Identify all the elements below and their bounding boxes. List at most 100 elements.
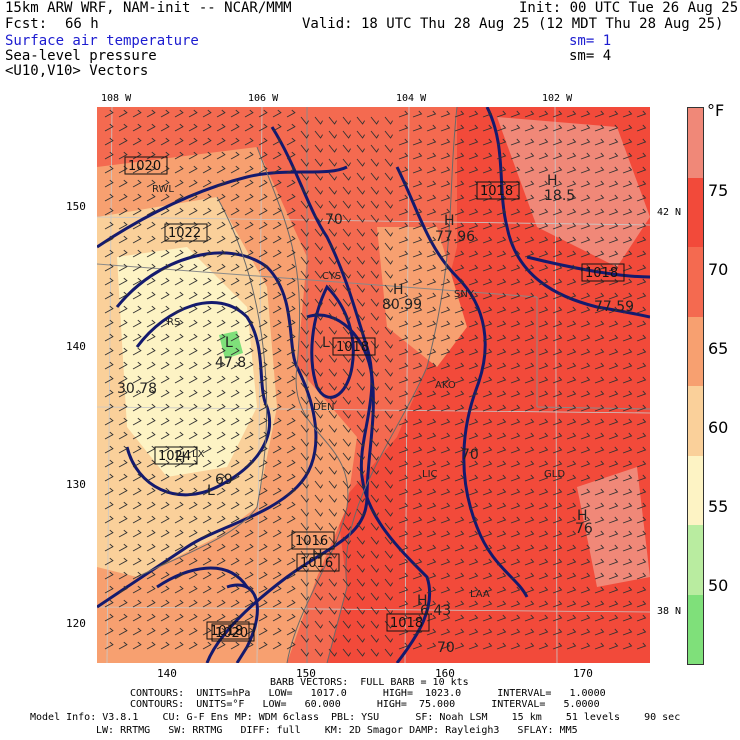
wind-barb (622, 292, 633, 300)
wind-barb (510, 138, 521, 146)
wind-barb (482, 446, 493, 454)
wind-barb (188, 599, 198, 608)
wind-barb (104, 305, 114, 314)
wind-barb (482, 236, 493, 244)
wind-barb (440, 138, 451, 146)
wind-barb (566, 166, 577, 174)
wind-barb (608, 432, 619, 440)
wind-barb (496, 460, 507, 468)
wind-barb (566, 180, 577, 188)
wind-barb (580, 208, 591, 216)
wind-barb (426, 264, 437, 272)
wind-barb (104, 557, 114, 566)
wind-barb (454, 600, 465, 608)
wind-barb (146, 347, 156, 356)
wind-barb (174, 361, 184, 370)
wind-barb (132, 403, 142, 412)
colorbar-band (688, 316, 703, 386)
wind-barb (300, 648, 309, 657)
wind-barb (384, 550, 393, 559)
wind-barb (314, 354, 323, 363)
wind-barb (580, 530, 591, 538)
wind-barb (538, 138, 549, 146)
wind-barb (552, 334, 563, 342)
wind-barb (104, 599, 114, 608)
wind-barb (146, 473, 156, 482)
wind-barb (538, 642, 549, 650)
wind-barb (300, 410, 309, 419)
wind-barb (566, 362, 577, 370)
wind-barb (328, 452, 337, 461)
wind-barb (272, 501, 282, 510)
wind-barb (356, 396, 365, 405)
wind-barb (202, 319, 212, 328)
station-id: RS (167, 317, 180, 328)
wind-barb (440, 152, 451, 160)
wind-barb (370, 550, 379, 559)
wind-barb (202, 403, 212, 412)
wind-barb (510, 152, 521, 160)
wind-barb (398, 152, 409, 160)
wind-barb (426, 572, 437, 580)
colorbar-band (688, 525, 703, 595)
wind-barb (552, 124, 563, 132)
wind-barb (202, 109, 212, 118)
wind-barb (566, 572, 577, 580)
wind-barb (216, 431, 226, 440)
wind-barb (328, 368, 337, 377)
wind-barb (384, 522, 393, 531)
wind-barb (202, 375, 212, 384)
wind-barb (258, 417, 268, 426)
wind-barb (412, 600, 423, 608)
wind-barb (496, 628, 507, 636)
wind-barb (356, 438, 365, 447)
wind-barb (636, 264, 647, 272)
pressure-label: 1018 (390, 616, 423, 631)
wind-barb (510, 250, 521, 258)
wind-barb (510, 236, 521, 244)
wind-barb (174, 221, 184, 230)
wind-barb (244, 277, 254, 286)
wind-barb (146, 291, 156, 300)
station-id: CYS (322, 271, 341, 282)
wind-barb (594, 530, 605, 538)
wind-barb (160, 585, 170, 594)
wind-barb (636, 642, 647, 650)
wind-barb (230, 179, 240, 188)
wind-barb (286, 137, 296, 146)
wind-barb (538, 530, 549, 538)
wind-barb (426, 320, 437, 328)
wind-barb (566, 488, 577, 496)
wind-barb (146, 585, 156, 594)
wind-barb (258, 487, 268, 496)
wind-barb (370, 298, 379, 307)
wind-barb (594, 488, 605, 496)
wind-barb (482, 544, 493, 552)
wind-barb (566, 418, 577, 426)
wind-barb (174, 627, 184, 636)
wind-barb (300, 228, 309, 237)
wind-barb (216, 417, 226, 426)
wind-barb (440, 432, 451, 440)
wind-barb (258, 291, 268, 300)
wind-barb (552, 446, 563, 454)
colorbar-band (688, 247, 703, 317)
high-marker: H (417, 593, 428, 609)
wind-barb (342, 522, 351, 531)
wind-barb (286, 207, 296, 216)
wind-barb (286, 319, 296, 328)
wind-barb (510, 334, 521, 342)
wind-barb (454, 334, 465, 342)
wind-barb (608, 180, 619, 188)
wind-barb (440, 250, 451, 258)
wind-barb (300, 536, 309, 545)
wind-barb (524, 446, 535, 454)
wind-barb (146, 151, 156, 160)
wind-barb (468, 600, 479, 608)
wind-barb (160, 641, 170, 650)
wind-barb (524, 208, 535, 216)
wind-barb (566, 236, 577, 244)
wind-barb (342, 312, 351, 321)
wind-barb (244, 305, 254, 314)
wind-barb (524, 474, 535, 482)
